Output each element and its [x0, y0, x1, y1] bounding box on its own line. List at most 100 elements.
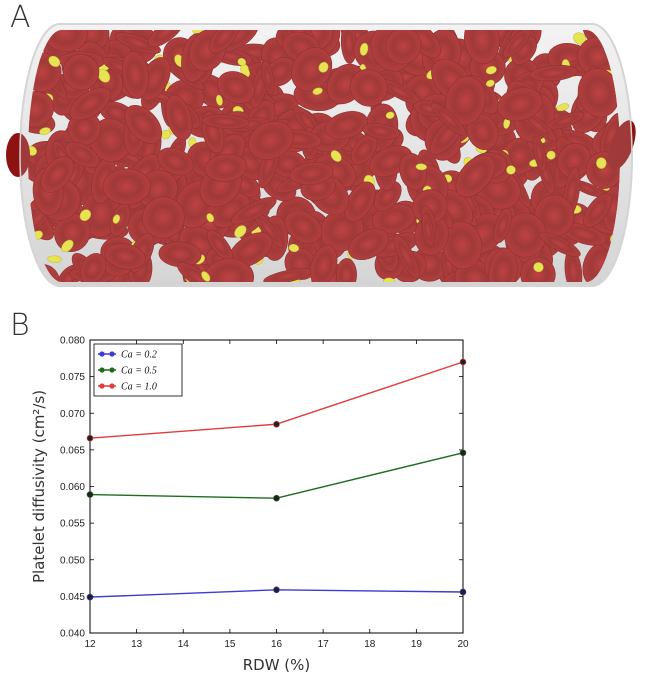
red-blood-cell [28, 91, 55, 128]
y-tick-label: 0.055 [60, 519, 85, 530]
platelet [359, 42, 369, 56]
red-blood-cell [204, 153, 247, 182]
x-tick-label: 14 [178, 639, 190, 650]
platelet [79, 209, 92, 222]
red-blood-cell [532, 135, 547, 172]
platelet [385, 111, 395, 119]
red-blood-cell [291, 47, 333, 92]
y-tick-label: 0.045 [60, 592, 85, 603]
x-tick-label: 13 [131, 639, 143, 650]
data-point [273, 420, 280, 428]
data-point [86, 434, 94, 442]
red-blood-cell [430, 102, 467, 136]
x-tick-label: 17 [318, 639, 330, 650]
platelet [533, 262, 544, 273]
red-blood-cell [142, 196, 185, 239]
platelet [330, 150, 342, 162]
red-blood-cell [217, 71, 255, 104]
red-blood-cell [102, 168, 152, 205]
y-tick-label: 0.080 [60, 336, 85, 347]
red-blood-cell [121, 50, 149, 99]
red-blood-cell [362, 123, 401, 140]
x-axis-title: RDW (%) [243, 656, 311, 674]
red-blood-cell [201, 114, 250, 130]
red-blood-cell [310, 244, 338, 282]
legend: Ca = 0.2 Ca = 0.5 Ca = 1.0 [93, 343, 183, 397]
red-blood-cell [336, 258, 357, 282]
x-tick-label: 20 [457, 639, 469, 650]
platelet [112, 214, 121, 224]
protruding-rbc [6, 133, 30, 177]
platelet [596, 157, 607, 169]
red-blood-cell [147, 30, 185, 48]
platelet [47, 255, 62, 263]
data-point [459, 358, 467, 366]
data-point [273, 586, 280, 594]
data-point [273, 494, 280, 502]
red-blood-cell [421, 213, 435, 247]
platelet [97, 69, 111, 83]
platelet [506, 165, 516, 175]
red-blood-cell [284, 210, 323, 244]
platelet [61, 239, 74, 253]
platelet [201, 271, 211, 282]
legend-marker [99, 367, 105, 373]
red-blood-cell [165, 94, 193, 141]
legend-label: Ca = 1.0 [121, 382, 157, 393]
red-blood-cell [79, 253, 107, 282]
red-blood-cell [231, 197, 277, 225]
x-tick-label: 15 [224, 639, 236, 650]
y-tick-label: 0.065 [60, 445, 85, 456]
red-blood-cell [289, 162, 334, 186]
red-blood-cell [349, 68, 388, 107]
x-tick-label: 18 [364, 639, 376, 650]
y-tick-label: 0.040 [60, 629, 85, 640]
vessel-wall-overlay [19, 23, 633, 287]
red-blood-cell [64, 141, 100, 168]
data-point [459, 588, 467, 596]
panel-b-label: B [10, 308, 30, 343]
platelet [546, 150, 556, 160]
y-tick-label: 0.060 [60, 482, 85, 493]
legend-marker [109, 367, 115, 373]
red-blood-cell [539, 231, 581, 258]
legend-marker [109, 383, 115, 389]
platelet [383, 277, 395, 282]
x-tick-label: 12 [84, 639, 96, 650]
red-blood-cell [348, 228, 389, 260]
diffusivity-chart: 12 13 14 15 16 17 18 19 20 0.040 0.045 0.050 0.055 0.… [30, 336, 469, 675]
platelet [312, 87, 323, 95]
platelet [237, 58, 247, 66]
red-blood-cell [41, 30, 88, 53]
red-blood-cell [502, 30, 531, 58]
platelet [160, 129, 171, 140]
red-blood-cell [69, 87, 111, 121]
platelet [318, 61, 329, 73]
red-blood-cell [157, 147, 194, 176]
y-tick-label: 0.075 [60, 372, 85, 383]
legend-label: Ca = 0.5 [121, 366, 157, 377]
red-blood-cell [455, 154, 496, 198]
platelet [206, 213, 214, 223]
red-blood-cell [124, 105, 163, 144]
platelet [39, 127, 51, 135]
legend-marker [109, 351, 115, 357]
red-blood-cell [497, 87, 543, 122]
platelet [615, 30, 620, 38]
legend-marker [99, 351, 105, 357]
red-blood-cell [493, 207, 512, 244]
red-blood-cell [464, 30, 500, 65]
x-tick-label: 16 [271, 639, 283, 650]
red-blood-cell [62, 53, 100, 91]
red-blood-cell [114, 32, 161, 54]
platelet [485, 79, 495, 87]
platelet [485, 66, 497, 75]
y-axis-title: Platelet diffusivity (cm²/s) [30, 390, 48, 583]
red-blood-cell [247, 121, 294, 160]
red-blood-cell [520, 256, 556, 282]
platelet [216, 94, 223, 106]
red-blood-cell [324, 111, 368, 140]
red-blood-cell [176, 261, 219, 282]
red-blood-cell [104, 243, 146, 270]
y-tick-label: 0.070 [60, 409, 85, 420]
